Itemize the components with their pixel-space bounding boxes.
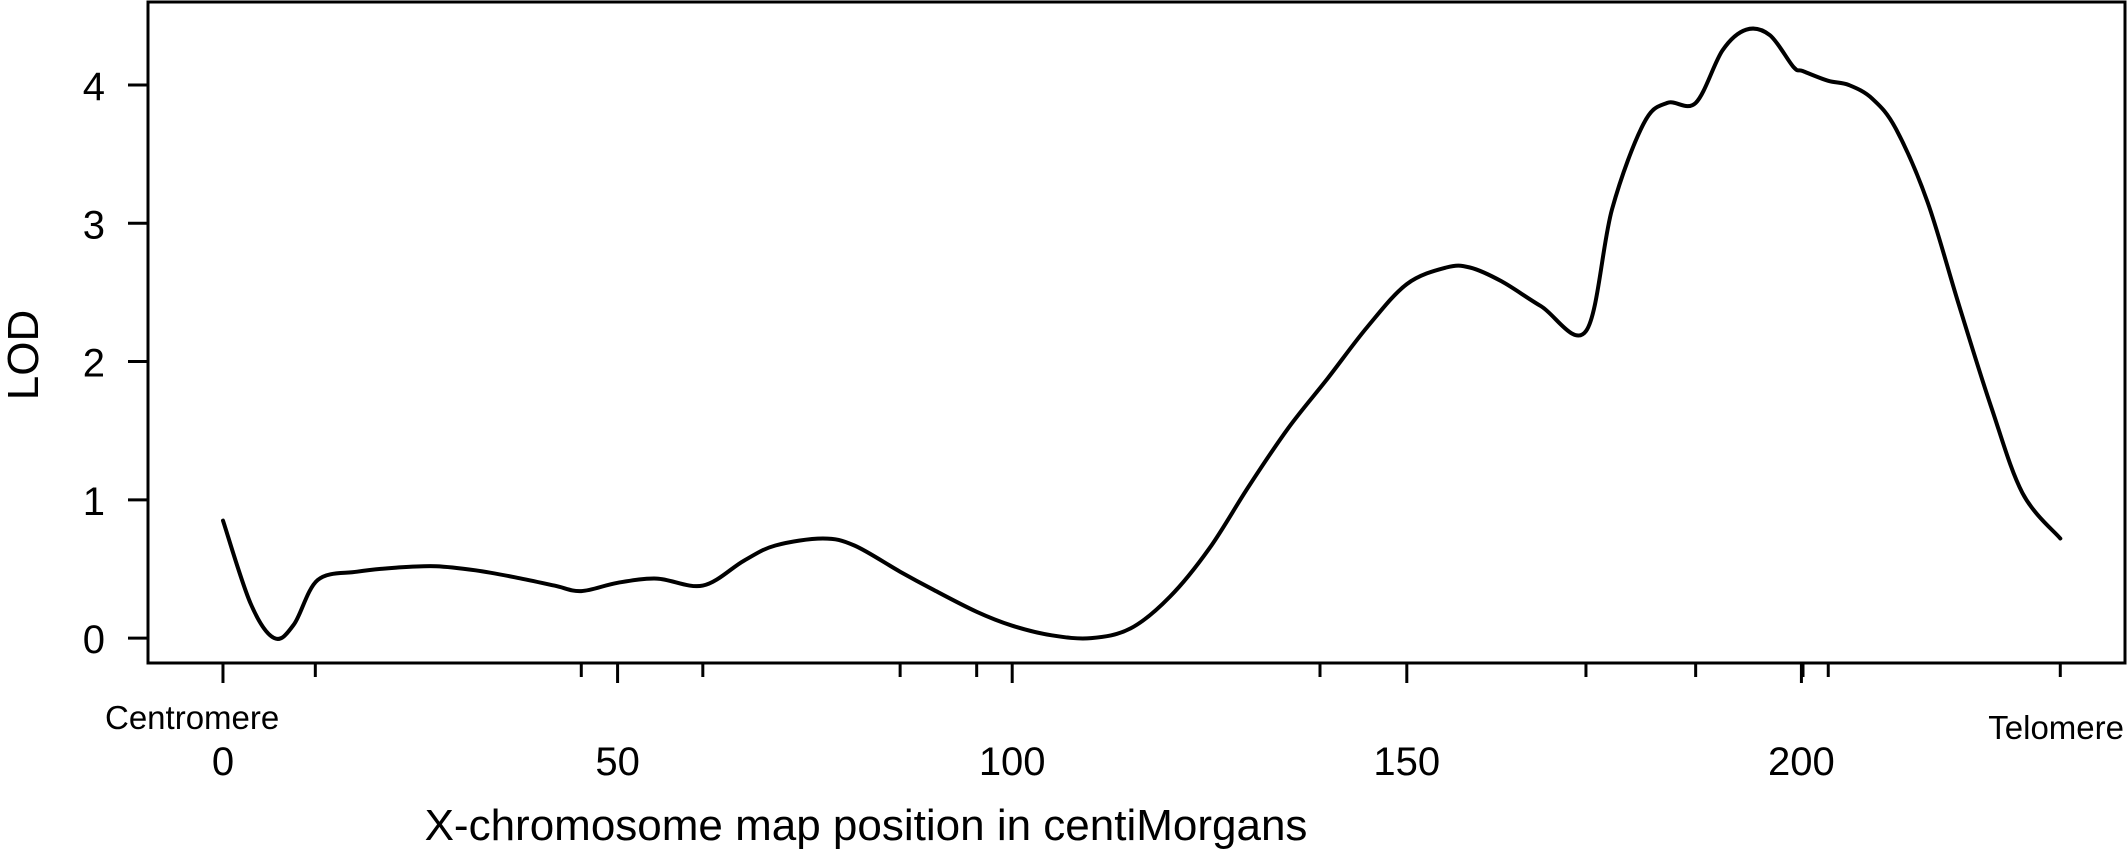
x-axis-label: X-chromosome map position in centiMorgan… bbox=[425, 801, 1308, 850]
y-axis-label: LOD bbox=[0, 310, 48, 400]
x-tick-label: 150 bbox=[1373, 740, 1440, 784]
annotation-telomere: Telomere bbox=[1988, 709, 2124, 746]
y-tick-label: 4 bbox=[83, 65, 105, 109]
x-tick-label: 200 bbox=[1768, 740, 1835, 784]
annotation-centromere: Centromere bbox=[105, 699, 279, 736]
x-axis: 0 50 100 150 200 bbox=[212, 663, 2062, 784]
plot-frame bbox=[146, 0, 2127, 665]
lod-curve bbox=[221, 26, 2063, 641]
y-tick-label: 0 bbox=[83, 618, 105, 662]
y-tick-label: 1 bbox=[83, 480, 105, 524]
y-tick-label: 2 bbox=[83, 342, 105, 386]
x-tick-label: 50 bbox=[595, 740, 640, 784]
x-tick-label: 0 bbox=[212, 740, 234, 784]
x-tick-label: 100 bbox=[979, 740, 1046, 784]
y-tick-label: 3 bbox=[83, 203, 105, 247]
y-axis: 0 1 2 3 4 bbox=[83, 65, 148, 662]
